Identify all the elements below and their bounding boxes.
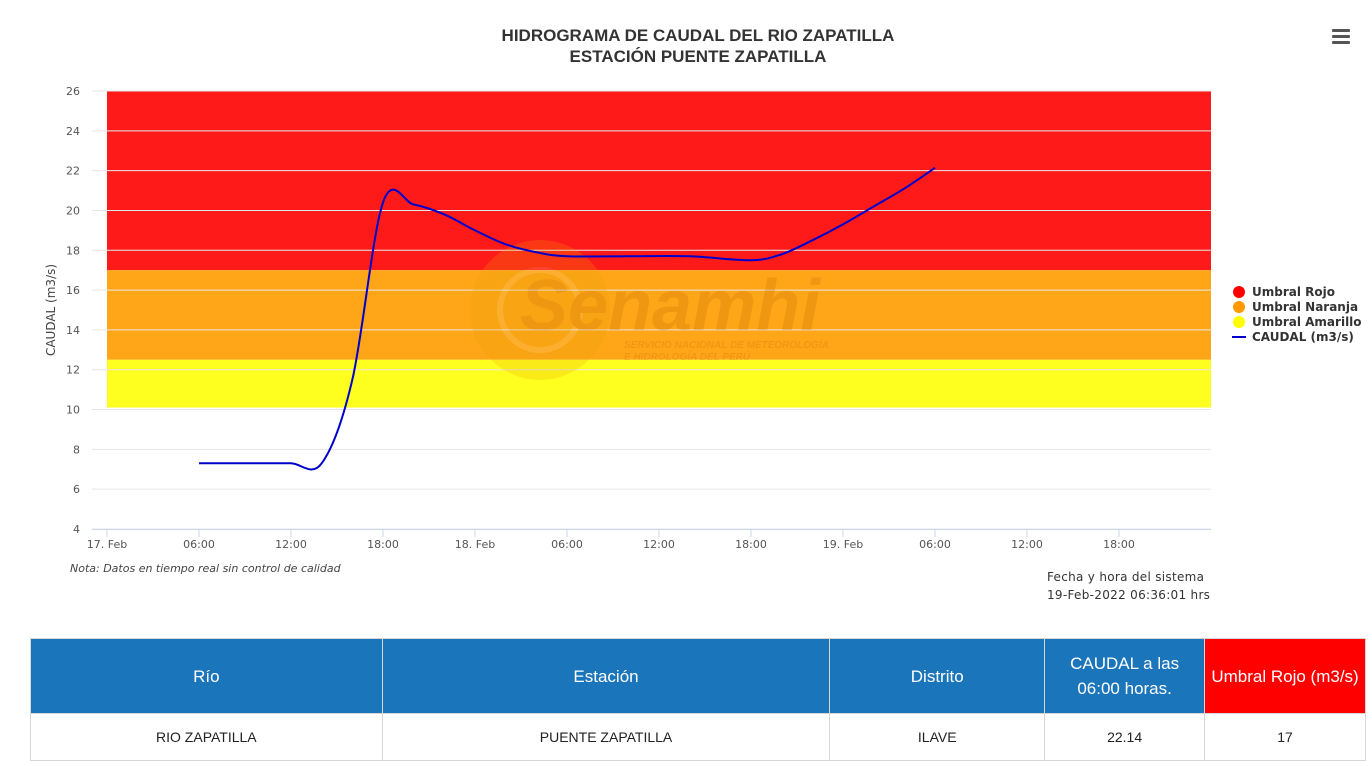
cell-estacion: PUENTE ZAPATILLA — [381, 713, 831, 761]
cell-distrito: ILAVE — [829, 713, 1046, 761]
watermark-line2: E HIDROLOGÍA DEL PERÚ — [624, 350, 751, 363]
y-tick-label: 16 — [66, 284, 80, 297]
y-tick-label: 12 — [66, 364, 80, 377]
menu-bar — [1332, 29, 1350, 32]
watermark-name: Senamhi — [520, 266, 822, 346]
band-0 — [107, 91, 1211, 271]
x-tick-label: 12:00 — [1011, 538, 1043, 551]
hamburger-menu-icon[interactable] — [1328, 26, 1354, 52]
menu-bar — [1332, 41, 1350, 44]
y-tick-label: 14 — [66, 324, 80, 337]
band-1 — [107, 270, 1211, 360]
menu-bar — [1332, 35, 1350, 38]
x-tick-label: 12:00 — [643, 538, 675, 551]
band-2 — [107, 359, 1211, 408]
legend-marker — [1233, 316, 1245, 328]
y-tick-label: 4 — [73, 523, 80, 536]
x-tick-label: 18:00 — [367, 538, 399, 551]
table-row: RIO ZAPATILLA PUENTE ZAPATILLA ILAVE 22.… — [30, 713, 1366, 761]
legend-label: Umbral Amarillo — [1252, 315, 1362, 329]
watermark-line1: SERVICIO NACIONAL DE METEOROLOGÍA — [624, 338, 829, 351]
header-rio: Río — [30, 638, 383, 714]
cell-caudal: 22.14 — [1044, 713, 1206, 761]
grid-lines — [92, 90, 1211, 530]
y-tick-label: 8 — [73, 443, 80, 456]
y-tick-label: 10 — [66, 404, 80, 417]
axes: 4 6 8 10 12 14 16 18 20 22 24 26 17. Feb 06:00 12:00 18… — [66, 85, 1211, 551]
series-layer — [198, 167, 936, 471]
system-time: Fecha y hora del sistema 19-Feb-2022 06:… — [1047, 568, 1210, 604]
y-tick-label: 6 — [73, 483, 80, 496]
y-axis-label: CAUDAL (m3/s) — [44, 264, 58, 356]
hydrograph-chart: HIDROGRAMA DE CAUDAL DEL RIO ZAPATILLA E… — [44, 26, 1362, 551]
x-tick-label: 18:00 — [735, 538, 767, 551]
x-tick-label: 06:00 — [551, 538, 583, 551]
header-umbral-rojo: Umbral Rojo (m3/s) — [1204, 638, 1366, 714]
legend-marker — [1233, 301, 1245, 313]
legend-label: Umbral Rojo — [1252, 285, 1335, 299]
y-tick-label: 26 — [66, 85, 80, 98]
station-info-table: Río Estación Distrito CAUDAL a las 06:00… — [30, 638, 1366, 761]
x-tick-label: 12:00 — [275, 538, 307, 551]
y-tick-label: 24 — [66, 125, 80, 138]
header-distrito: Distrito — [829, 638, 1046, 714]
header-estacion: Estación — [381, 638, 831, 714]
series-line-0 — [198, 167, 936, 471]
x-tick-label: 17. Feb — [87, 538, 127, 551]
y-tick-label: 18 — [66, 244, 80, 257]
legend-marker — [1233, 286, 1245, 298]
chart-title: HIDROGRAMA DE CAUDAL DEL RIO ZAPATILLA — [502, 26, 895, 45]
header-caudal: CAUDAL a las 06:00 horas. — [1044, 638, 1206, 714]
threshold-bands — [107, 91, 1211, 408]
x-tick-label: 18. Feb — [455, 538, 495, 551]
system-time-label: Fecha y hora del sistema — [1047, 570, 1205, 584]
chart-subtitle: ESTACIÓN PUENTE ZAPATILLA — [570, 47, 827, 66]
system-time-value: 19-Feb-2022 06:36:01 hrs — [1047, 588, 1211, 602]
legend-label: Umbral Naranja — [1252, 300, 1358, 314]
senamhi-watermark: Senamhi SERVICIO NACIONAL DE METEOROLOGÍ… — [470, 240, 829, 380]
table-header-row: Río Estación Distrito CAUDAL a las 06:00… — [30, 638, 1366, 714]
cell-rio: RIO ZAPATILLA — [30, 713, 383, 761]
legend-label: CAUDAL (m3/s) — [1252, 330, 1354, 344]
y-tick-label: 22 — [66, 165, 80, 178]
x-tick-label: 06:00 — [919, 538, 951, 551]
x-tick-label: 19. Feb — [823, 538, 863, 551]
x-tick-label: 06:00 — [183, 538, 215, 551]
y-tick-label: 20 — [66, 204, 80, 217]
x-tick-label: 18:00 — [1103, 538, 1135, 551]
quality-note: Nota: Datos en tiempo real sin control d… — [70, 562, 341, 575]
sun-logo-icon — [470, 240, 610, 380]
cell-umbral-rojo: 17 — [1204, 713, 1366, 761]
